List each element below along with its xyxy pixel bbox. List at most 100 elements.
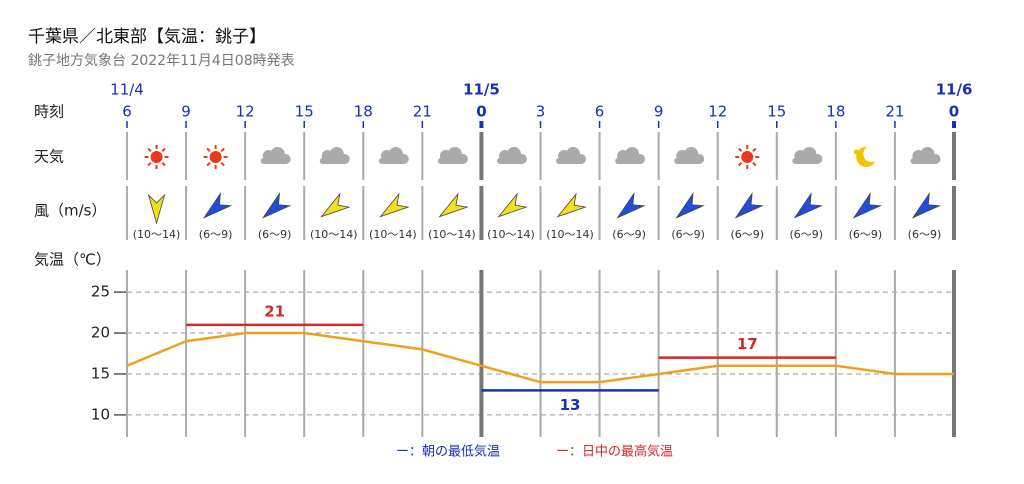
sun xyxy=(741,151,754,163)
weather-icon xyxy=(496,147,527,164)
x-tick-label: 12 xyxy=(236,103,255,121)
arrow xyxy=(556,192,587,218)
weather-icon xyxy=(437,147,468,164)
wind-label: (10～14) xyxy=(546,228,594,241)
arrow xyxy=(793,192,823,219)
star xyxy=(853,149,859,155)
weather-icon xyxy=(615,147,646,164)
wind-arrow xyxy=(734,192,764,219)
wind-label: (6～9) xyxy=(730,228,764,241)
x-tick-label: 9 xyxy=(654,103,664,121)
extreme-label: 13 xyxy=(560,396,581,414)
wind-arrow xyxy=(616,192,646,219)
y-tick-label: 20 xyxy=(91,324,110,342)
arrow xyxy=(734,192,764,219)
row-label: 気温（℃） xyxy=(34,251,111,269)
cloud xyxy=(615,158,644,164)
arrow xyxy=(262,192,292,219)
wind-arrow xyxy=(497,192,528,218)
wind-label: (10～14) xyxy=(310,228,358,241)
weather-icon xyxy=(910,147,941,164)
wind-arrow xyxy=(262,192,292,219)
weather-icon xyxy=(319,147,350,164)
weather-icon xyxy=(556,147,587,164)
wind-label: (10～14) xyxy=(133,228,181,241)
arrow xyxy=(497,192,528,218)
sun-ray xyxy=(206,161,211,167)
x-tick-label: 12 xyxy=(708,103,727,121)
wind-label: (6～9) xyxy=(612,228,646,241)
wind-arrow xyxy=(852,192,883,219)
arrow xyxy=(320,192,351,218)
arrow xyxy=(616,192,646,219)
arrow xyxy=(911,192,942,219)
x-tick-label: 0 xyxy=(476,103,486,121)
temperature-line xyxy=(126,331,954,384)
date-label: 11/4 xyxy=(110,81,144,99)
y-tick-label: 25 xyxy=(91,283,110,301)
weather-icon xyxy=(674,147,705,164)
wind-label: (10～14) xyxy=(428,228,476,241)
wind-arrow xyxy=(203,192,233,219)
chart-subtitle: 銚子地方気象台 2022年11月4日08時発表 xyxy=(28,53,295,69)
sun-ray xyxy=(220,147,225,153)
moon xyxy=(856,146,876,167)
arrow xyxy=(379,192,410,218)
cloud xyxy=(260,158,289,164)
cloud xyxy=(674,158,703,164)
wind-arrow xyxy=(556,192,587,218)
sun-ray xyxy=(752,147,757,153)
y-tick-label: 15 xyxy=(91,364,110,382)
wind-label: (6～9) xyxy=(790,228,824,241)
sun-ray xyxy=(161,161,166,167)
sun-ray xyxy=(147,161,152,167)
wind-label: (6～9) xyxy=(908,228,942,241)
x-tick-label: 6 xyxy=(122,103,132,121)
weather-icon xyxy=(792,147,823,164)
date-label: 11/5 xyxy=(463,81,500,99)
date-label: 11/6 xyxy=(936,81,973,99)
wind-label: (6～9) xyxy=(671,228,705,241)
sun xyxy=(209,151,222,163)
arrow xyxy=(438,192,469,218)
wind-label: (10～14) xyxy=(369,228,417,241)
sun-ray xyxy=(738,161,743,167)
sun-ray xyxy=(220,161,225,167)
weather-icon xyxy=(203,145,228,169)
cloud xyxy=(437,158,466,164)
cloud xyxy=(496,158,525,164)
x-tick-label: 15 xyxy=(767,103,786,121)
weather-icon xyxy=(378,147,409,164)
wind-arrow xyxy=(793,192,823,219)
x-tick-label: 21 xyxy=(885,103,904,121)
wind-label: (10～14) xyxy=(487,228,535,241)
sun-ray xyxy=(206,147,211,153)
cloud xyxy=(556,158,585,164)
y-tick-label: 10 xyxy=(91,405,110,423)
legend-entry: ー：朝の最低気温 xyxy=(396,444,500,460)
arrow xyxy=(203,192,233,219)
arrow xyxy=(852,192,883,219)
cloud xyxy=(792,158,821,164)
arrow xyxy=(147,193,166,225)
arrow xyxy=(675,192,705,219)
x-tick-label: 3 xyxy=(536,103,546,121)
wind-arrow xyxy=(675,192,705,219)
x-tick-label: 15 xyxy=(295,103,314,121)
sun xyxy=(150,151,163,163)
weather-icon xyxy=(144,145,169,169)
weather-icon xyxy=(260,147,291,164)
extreme-label: 17 xyxy=(737,335,758,353)
sun-ray xyxy=(752,161,757,167)
wind-label: (6～9) xyxy=(258,228,292,241)
wind-label: (6～9) xyxy=(199,228,233,241)
sun-ray xyxy=(738,147,743,153)
wind-arrow xyxy=(438,192,469,218)
sun-ray xyxy=(147,147,152,153)
x-tick-label: 0 xyxy=(949,103,959,121)
wind-arrow xyxy=(379,192,410,218)
x-tick-label: 9 xyxy=(181,103,191,121)
x-tick-label: 21 xyxy=(413,103,432,121)
wind-arrow xyxy=(147,193,166,225)
